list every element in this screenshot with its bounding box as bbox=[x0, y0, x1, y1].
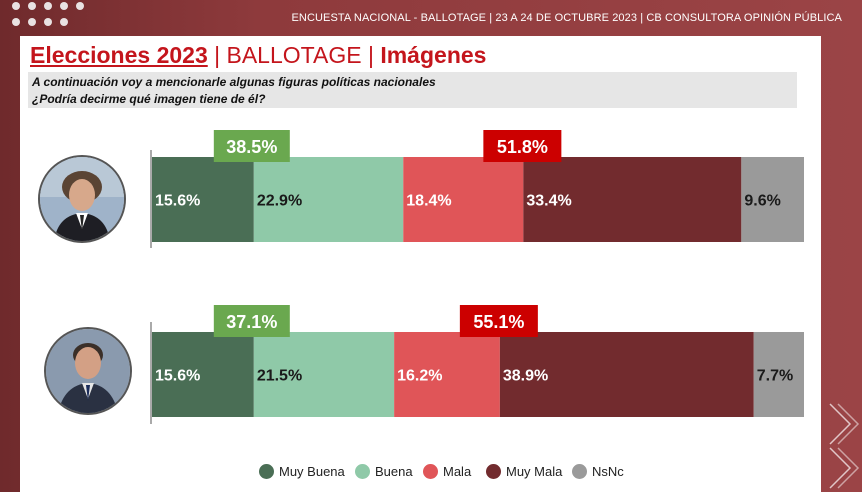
data-label: 33.4% bbox=[526, 193, 571, 210]
bar-segment bbox=[152, 157, 254, 242]
question-line-2: ¿Podría decirme qué imagen tiene de él? bbox=[32, 92, 266, 106]
title-elections: Elecciones 2023 bbox=[30, 42, 208, 68]
negative-total-label: 55.1% bbox=[473, 312, 524, 332]
legend-swatch bbox=[423, 464, 438, 479]
negative-total-badge bbox=[483, 130, 562, 162]
data-label: 21.5% bbox=[257, 368, 302, 385]
candidate-1-avatar bbox=[38, 155, 126, 243]
data-label: 18.4% bbox=[406, 193, 451, 210]
decorative-chevrons bbox=[829, 403, 860, 489]
negative-total-label: 51.8% bbox=[497, 137, 548, 157]
title-images: Imágenes bbox=[380, 42, 487, 68]
data-label: 22.9% bbox=[257, 193, 302, 210]
legend-swatch bbox=[259, 464, 274, 479]
legend-item-nsnc: NsNc bbox=[572, 464, 624, 479]
bar-segment bbox=[152, 332, 254, 417]
legend-swatch bbox=[486, 464, 501, 479]
data-label: 38.9% bbox=[503, 368, 548, 385]
legend-item-mala: Mala bbox=[423, 464, 471, 479]
legend-label: NsNc bbox=[592, 464, 624, 479]
legend-swatch bbox=[572, 464, 587, 479]
bar-segment bbox=[394, 332, 500, 417]
title-separator: | bbox=[207, 42, 227, 68]
legend-item-muy-mala: Muy Mala bbox=[486, 464, 562, 479]
positive-total-label: 37.1% bbox=[226, 312, 277, 332]
chart-legend: Muy Buena Buena Mala Muy Mala NsNc bbox=[0, 464, 862, 484]
bar-segment bbox=[253, 332, 395, 417]
bar-segment bbox=[741, 157, 804, 242]
legend-label: Mala bbox=[443, 464, 472, 479]
legend-label: Muy Mala bbox=[506, 464, 563, 479]
legend-item-muy-buena: Muy Buena bbox=[259, 464, 345, 479]
positive-total-label: 38.5% bbox=[226, 137, 277, 157]
positive-total-badge bbox=[213, 130, 290, 162]
positive-total-badge bbox=[213, 305, 290, 337]
question-box: A continuación voy a mencionarle algunas… bbox=[28, 72, 797, 108]
negative-total-badge bbox=[459, 305, 538, 337]
person-photo-icon bbox=[40, 157, 124, 241]
bar-segment bbox=[403, 157, 524, 242]
data-label: 15.6% bbox=[155, 193, 200, 210]
bar-segment bbox=[753, 332, 804, 417]
bar-segment bbox=[499, 332, 754, 417]
legend-swatch bbox=[355, 464, 370, 479]
legend-label: Buena bbox=[375, 464, 413, 479]
data-label: 16.2% bbox=[397, 368, 442, 385]
title-ballotage: BALLOTAGE bbox=[226, 42, 362, 68]
data-label: 15.6% bbox=[155, 368, 200, 385]
person-photo-icon bbox=[46, 329, 130, 413]
title-separator: | bbox=[361, 42, 381, 68]
bar-segment bbox=[253, 157, 404, 242]
data-label: 7.7% bbox=[757, 368, 793, 385]
legend-item-buena: Buena bbox=[355, 464, 413, 479]
candidate-2-avatar bbox=[44, 327, 132, 415]
bar-segment bbox=[523, 157, 742, 242]
legend-label: Muy Buena bbox=[279, 464, 345, 479]
decorative-dots bbox=[2, 0, 92, 30]
page-title: Elecciones 2023 | BALLOTAGE | Imágenes bbox=[30, 42, 486, 69]
data-label: 9.6% bbox=[744, 193, 780, 210]
question-line-1: A continuación voy a mencionarle algunas… bbox=[32, 75, 436, 89]
survey-header: ENCUESTA NACIONAL - BALLOTAGE | 23 A 24 … bbox=[291, 12, 842, 24]
